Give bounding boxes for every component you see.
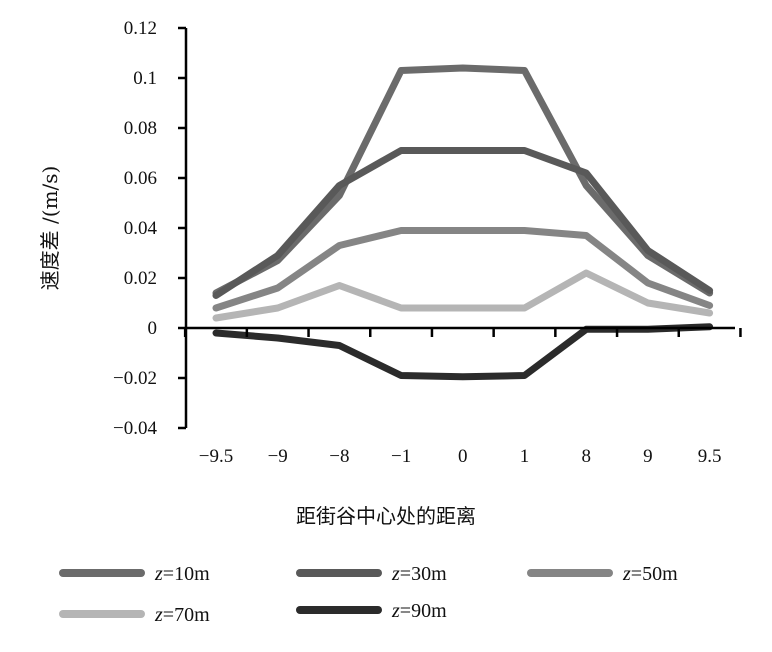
series-line-2 xyxy=(212,147,714,299)
x-ticks: −9.5 −9 −8 −1 0 1 8 9 9.5 xyxy=(183,328,742,467)
x-axis-title: 距街谷中心处的距离 xyxy=(296,504,476,528)
y-tick-label: −0.04 xyxy=(113,418,157,439)
series-line-5 xyxy=(212,323,714,381)
y-tick-label: −0.02 xyxy=(113,368,157,389)
x-tick-label: −9 xyxy=(268,446,288,467)
legend-label: z=70m xyxy=(154,604,210,626)
y-tick-label: 0 xyxy=(148,318,158,339)
y-tick-label: 0.02 xyxy=(124,268,157,289)
legend-label: z=50m xyxy=(622,563,678,585)
x-tick-label: 0 xyxy=(458,446,468,467)
y-tick-label: 0.1 xyxy=(133,68,157,89)
x-tick-label: 1 xyxy=(520,446,530,467)
y-axis-title: 速度差 /(m/s) xyxy=(38,166,62,291)
series-line-3 xyxy=(212,227,714,312)
series-layer xyxy=(212,64,714,381)
legend-label: z=30m xyxy=(391,563,447,585)
x-tick-label: −1 xyxy=(391,446,411,467)
x-tick-label: −8 xyxy=(329,446,349,467)
y-tick-label: 0.06 xyxy=(124,168,157,189)
y-tick-label: 0.04 xyxy=(124,218,158,239)
legend-label: z=90m xyxy=(391,600,447,622)
y-tick-label: 0.12 xyxy=(124,18,157,39)
y-ticks: 0.12 0.1 0.08 0.06 0.04 0.02 0 −0.02 −0.04 xyxy=(113,18,186,439)
legend-label: z=10m xyxy=(154,563,210,585)
x-tick-label: 9 xyxy=(643,446,653,467)
x-tick-label: 8 xyxy=(581,446,591,467)
y-tick-label: 0.08 xyxy=(124,118,157,139)
x-tick-label: −9.5 xyxy=(199,446,233,467)
series-line-4 xyxy=(212,269,714,322)
legend: z=10m z=30m z=50m z=70m z=90m xyxy=(59,563,678,626)
x-tick-label: 9.5 xyxy=(698,446,722,467)
series-line-1 xyxy=(212,64,714,297)
